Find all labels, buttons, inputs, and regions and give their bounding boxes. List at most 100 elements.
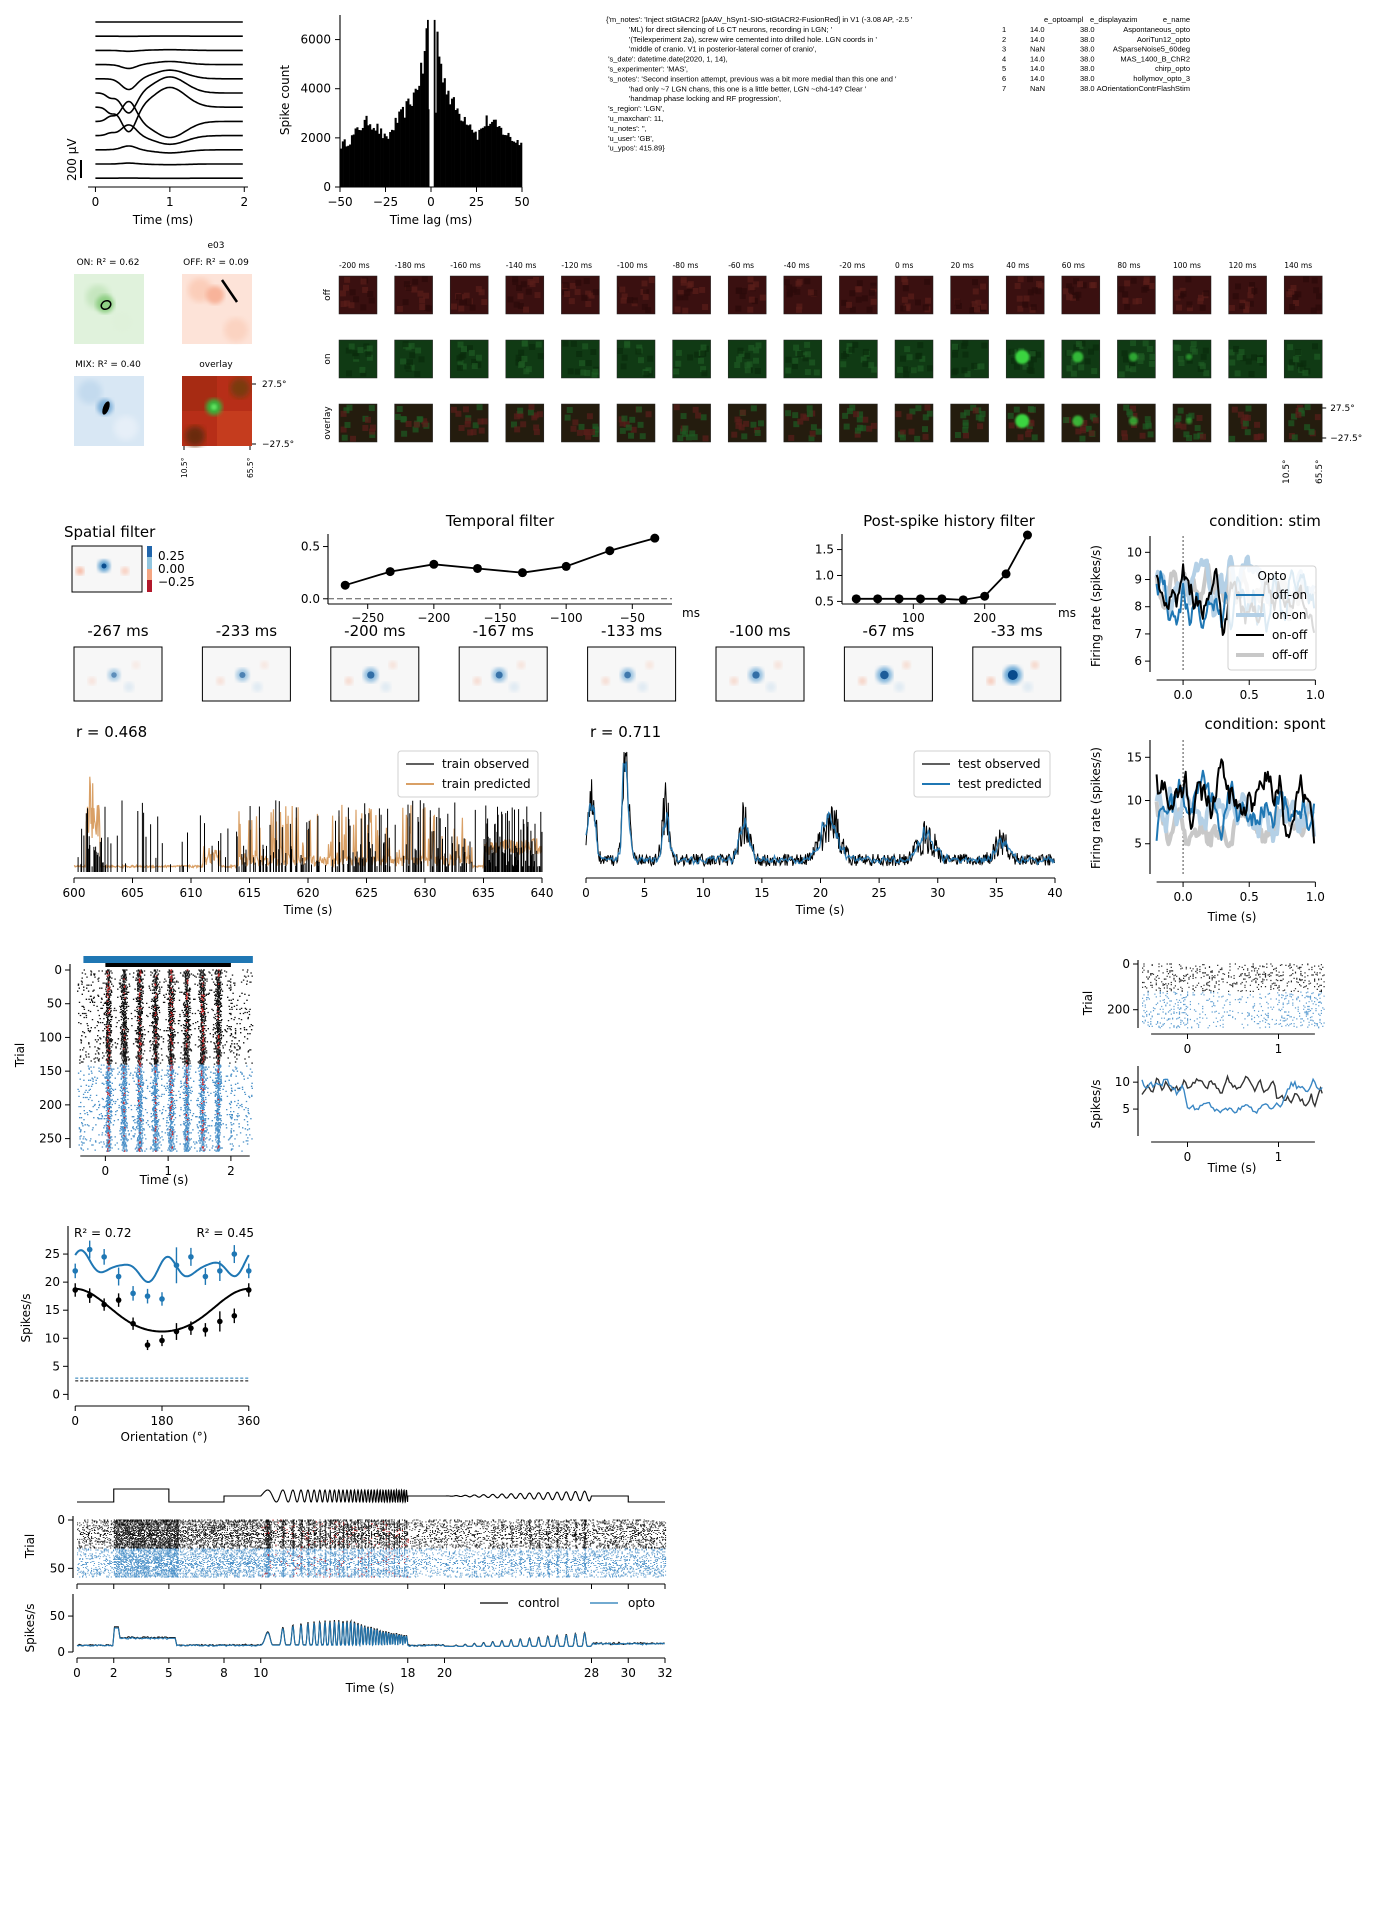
chirp-control-spikes xyxy=(77,1519,667,1549)
notes-line: {'m_notes': 'Inject stGtACR2 [pAAV_hSyn1… xyxy=(606,15,913,24)
raster-grating-panel: 0 50 100 150 200 250 0 1 2 Trial Time (s) xyxy=(13,956,254,1187)
autocorr-bar xyxy=(374,130,377,187)
autocorr-bar xyxy=(387,138,390,187)
strf-cell xyxy=(672,275,711,315)
tuning-point xyxy=(72,1287,79,1293)
tuning-point xyxy=(115,1297,122,1303)
autocorr-bar xyxy=(401,106,404,187)
strf-cell xyxy=(727,403,767,443)
history-point xyxy=(958,595,968,605)
autocorr-bar xyxy=(496,126,499,187)
glm-frame xyxy=(201,646,291,702)
tuning-plot: R² = 0.72 R² = 0.45 0 5 10 15 20 25 0 180 360 xyxy=(45,1226,260,1428)
autocorr-bar xyxy=(481,127,485,187)
autocorr-bar xyxy=(367,125,370,187)
tuning-y-tick-label: 15 xyxy=(45,1303,60,1317)
notes-line: 's_region': 'LGN', xyxy=(606,104,664,113)
chirp-rate-x-tick-label: 8 xyxy=(220,1666,228,1680)
exp-table-cell: 38.0 xyxy=(1080,64,1095,73)
test-x-tick-label: 10 xyxy=(696,886,711,900)
strf-cell xyxy=(1005,339,1045,379)
rf-off-map xyxy=(182,274,252,344)
autocorr-bar xyxy=(483,126,486,187)
waveform-channel-trace xyxy=(95,76,243,114)
autocorr-bar xyxy=(489,123,492,187)
chirp-trial-label: Trial xyxy=(23,1534,37,1560)
autocorr-bar xyxy=(452,97,455,187)
strf-cell xyxy=(1172,275,1212,315)
waveform-x-ticks: 0 1 2 xyxy=(92,187,248,209)
strf-ytick: −27.5° xyxy=(1330,434,1362,444)
tuning-point xyxy=(130,1290,136,1297)
waveform-channel-trace xyxy=(95,100,243,139)
autocorr-panel: −50 −25 0 25 50 0 2000 4000 6000 Time lag (ms) S… xyxy=(278,15,530,227)
test-predicted-line xyxy=(585,761,1055,866)
autocorr-bar xyxy=(385,136,388,187)
temporal-line xyxy=(344,537,656,587)
notes-line: 'u_notes': '', xyxy=(606,124,647,133)
train-x-tick-label: 610 xyxy=(180,886,203,900)
autocorr-bar xyxy=(474,131,477,187)
exp-table-cell: 4 xyxy=(1002,54,1006,63)
temporal-x-tick-label: −50 xyxy=(620,611,645,625)
grating-burst-spikes xyxy=(106,969,220,1152)
rf-on-label: ON: R² = 0.62 xyxy=(77,258,140,268)
exp-table-cell: 5 xyxy=(1002,64,1006,73)
strf-cell xyxy=(1005,275,1045,315)
tuning-point xyxy=(173,1328,180,1335)
autocorr-bar xyxy=(363,119,366,187)
strf-cell xyxy=(783,275,823,315)
autocorr-bar xyxy=(469,124,472,187)
exp-table-header: e_optoampl xyxy=(1044,15,1084,24)
temporal-point xyxy=(385,567,395,577)
autocorr-bar xyxy=(518,145,521,187)
rate-spont-x-tick-label: 0 xyxy=(1184,1150,1192,1164)
strf-time-label: -40 ms xyxy=(784,261,810,270)
autocorr-bar xyxy=(507,132,510,187)
spont-on-off-line xyxy=(1155,758,1316,844)
autocorr-bar xyxy=(465,124,468,187)
strf-cell xyxy=(783,339,823,379)
strf-time-label: -80 ms xyxy=(673,261,699,270)
strf-cell xyxy=(338,403,378,443)
psth-spont-xlabel: Time (s) xyxy=(1207,910,1257,924)
autocorr-bar xyxy=(456,108,459,187)
autocorr-bar xyxy=(345,146,348,187)
autocorr-bar xyxy=(360,130,363,187)
chirp-rate-y-tick-label: 50 xyxy=(50,1609,65,1623)
notes-line: 'handmap phase locking and RF progressio… xyxy=(606,94,781,103)
glm-frame-label: -33 ms xyxy=(991,622,1043,640)
chirp-rate-opto xyxy=(76,1620,665,1648)
train-x-tick-label: 630 xyxy=(414,886,437,900)
strf-cell xyxy=(783,403,823,443)
exp-table-cell: 38.0 xyxy=(1080,54,1095,63)
strf-cell xyxy=(1061,275,1101,315)
glm-frame-label: -233 ms xyxy=(216,622,277,640)
chirp-legend-opto: opto xyxy=(628,1596,655,1610)
glm-frame xyxy=(73,646,163,702)
tuning-x-tick-label: 180 xyxy=(151,1414,174,1428)
chirp-rate-x-tick-label: 18 xyxy=(400,1666,415,1680)
strf-cell xyxy=(1172,339,1212,379)
waveform-channel-trace xyxy=(95,86,243,133)
cbar-tick-neg: −0.25 xyxy=(158,575,195,589)
chirp-rate-x-tick-label: 2 xyxy=(110,1666,118,1680)
psth-legend-off-on: off-on xyxy=(1272,588,1307,602)
history-point xyxy=(937,594,947,604)
temporal-point xyxy=(650,533,660,543)
grating-x-tick-label: 1 xyxy=(164,1164,172,1178)
psth-x-tick-label: 0.0 xyxy=(1174,688,1193,702)
autocorr-bar xyxy=(425,28,428,187)
glm-train-r: r = 0.468 xyxy=(76,723,147,741)
temporal-x-tick-label: −100 xyxy=(550,611,583,625)
rf-mix-map xyxy=(74,376,144,446)
autocorr-bar xyxy=(423,51,426,187)
history-point xyxy=(1001,569,1011,579)
raster-grating-ylabel: Trial xyxy=(13,1043,27,1069)
temporal-point xyxy=(517,568,527,578)
rf-ytick-top: 27.5° xyxy=(262,380,287,390)
notes-line: 'ML) for direct silencing of L6 CT neuro… xyxy=(606,25,833,34)
autocorr-bar xyxy=(352,134,355,187)
tuning-r2-opto: R² = 0.45 xyxy=(196,1226,254,1240)
rf-overlay-map xyxy=(182,376,252,446)
